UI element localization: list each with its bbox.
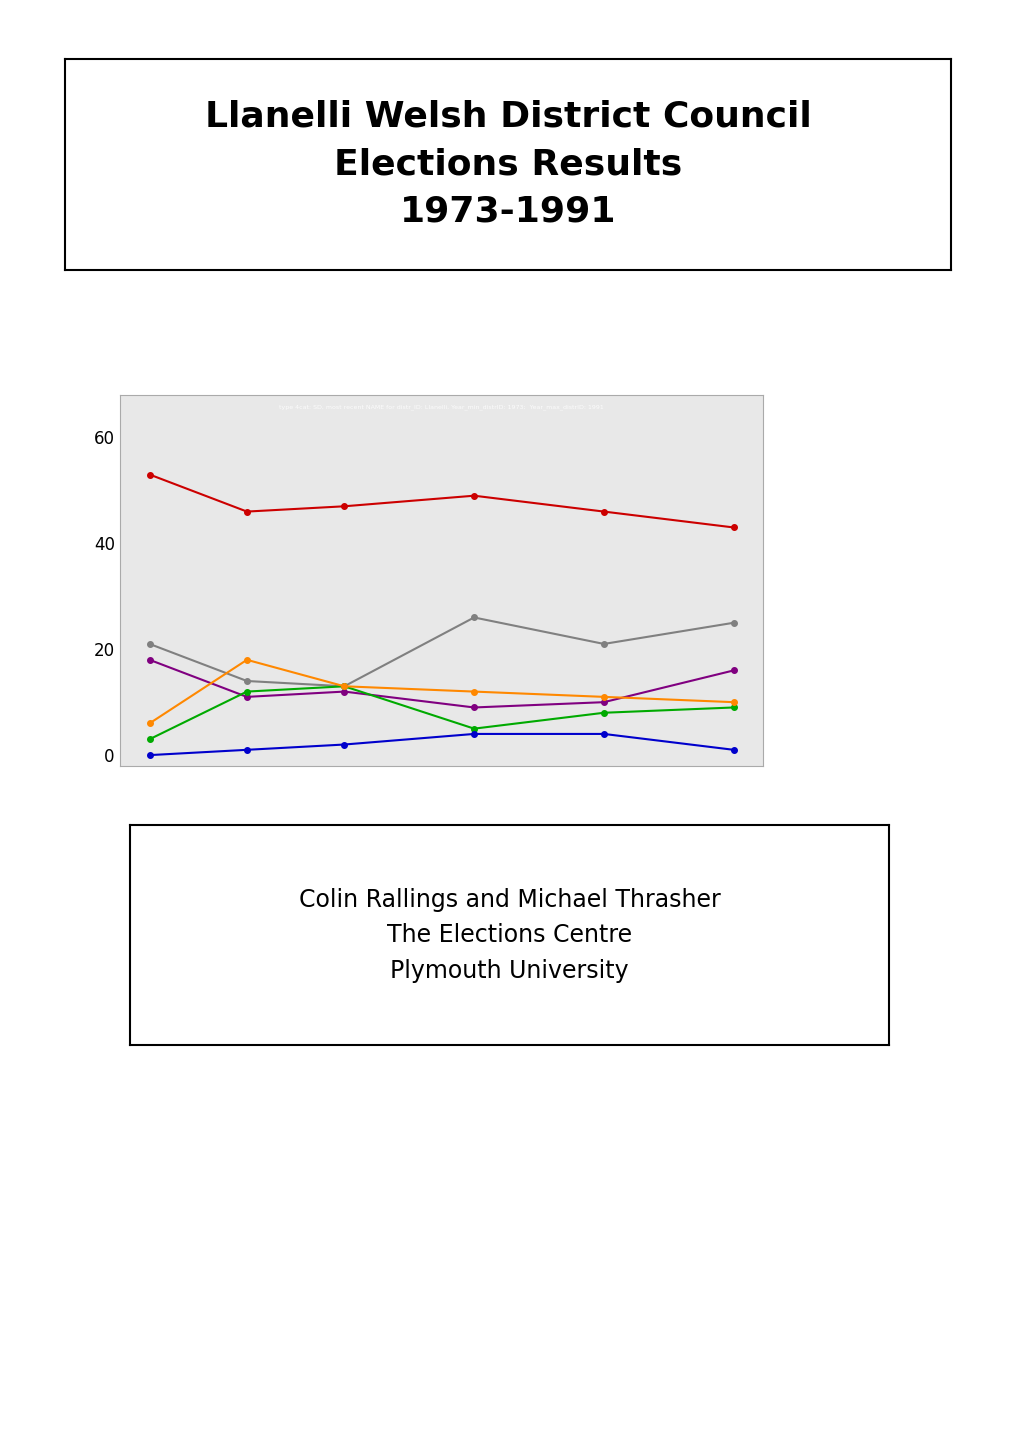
Text: Colin Rallings and Michael Thrasher
The Elections Centre
Plymouth University: Colin Rallings and Michael Thrasher The … [299,888,719,982]
Text: Llanelli Welsh District Council
Elections Results
1973-1991: Llanelli Welsh District Council Election… [205,99,810,229]
Text: type 4cat: SD, most recent NAME for distr_ID: Llanelli, Year_min_distrID: 1973; : type 4cat: SD, most recent NAME for dist… [279,404,603,410]
